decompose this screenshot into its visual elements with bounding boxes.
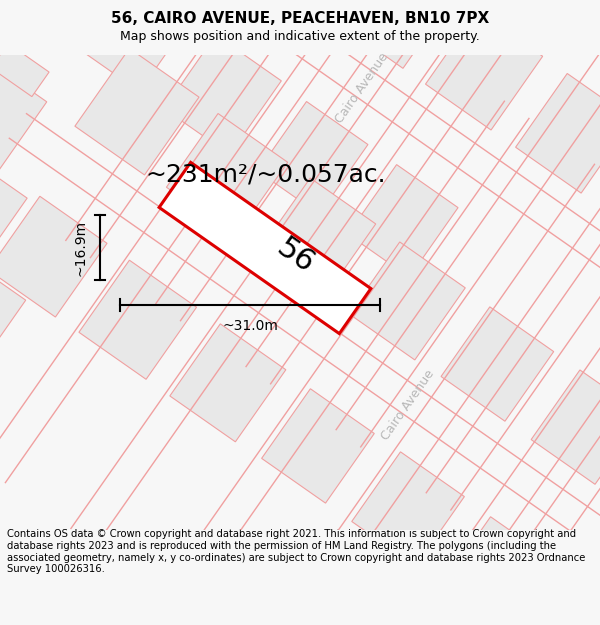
Text: Cairo Avenue: Cairo Avenue bbox=[332, 51, 391, 126]
Polygon shape bbox=[0, 152, 27, 268]
Text: Map shows position and indicative extent of the property.: Map shows position and indicative extent… bbox=[120, 30, 480, 43]
Polygon shape bbox=[531, 370, 600, 484]
Polygon shape bbox=[258, 101, 368, 214]
Polygon shape bbox=[159, 162, 371, 334]
Polygon shape bbox=[0, 196, 107, 317]
Polygon shape bbox=[74, 0, 191, 91]
Polygon shape bbox=[259, 178, 376, 298]
Polygon shape bbox=[0, 254, 26, 366]
Text: 56, CAIRO AVENUE, PEACEHAVEN, BN10 7PX: 56, CAIRO AVENUE, PEACEHAVEN, BN10 7PX bbox=[111, 11, 489, 26]
Polygon shape bbox=[166, 114, 287, 236]
Polygon shape bbox=[348, 164, 458, 278]
Text: ~16.9m: ~16.9m bbox=[74, 219, 88, 276]
Polygon shape bbox=[334, 0, 455, 68]
Polygon shape bbox=[352, 452, 464, 566]
Polygon shape bbox=[0, 44, 47, 176]
Polygon shape bbox=[79, 260, 197, 379]
Polygon shape bbox=[262, 389, 374, 503]
Polygon shape bbox=[170, 324, 286, 442]
Polygon shape bbox=[349, 242, 465, 360]
Polygon shape bbox=[443, 517, 553, 625]
Polygon shape bbox=[75, 48, 199, 175]
Text: Contains OS data © Crown copyright and database right 2021. This information is : Contains OS data © Crown copyright and d… bbox=[7, 529, 586, 574]
Text: Cairo Avenue: Cairo Avenue bbox=[379, 368, 437, 442]
Polygon shape bbox=[515, 74, 600, 193]
Polygon shape bbox=[241, 0, 367, 9]
Polygon shape bbox=[0, 43, 49, 97]
Text: ~231m²/~0.057ac.: ~231m²/~0.057ac. bbox=[145, 163, 386, 187]
Polygon shape bbox=[164, 35, 281, 154]
Polygon shape bbox=[441, 307, 554, 421]
Polygon shape bbox=[425, 11, 542, 130]
Text: 56: 56 bbox=[271, 233, 319, 279]
Text: ~31.0m: ~31.0m bbox=[222, 319, 278, 333]
